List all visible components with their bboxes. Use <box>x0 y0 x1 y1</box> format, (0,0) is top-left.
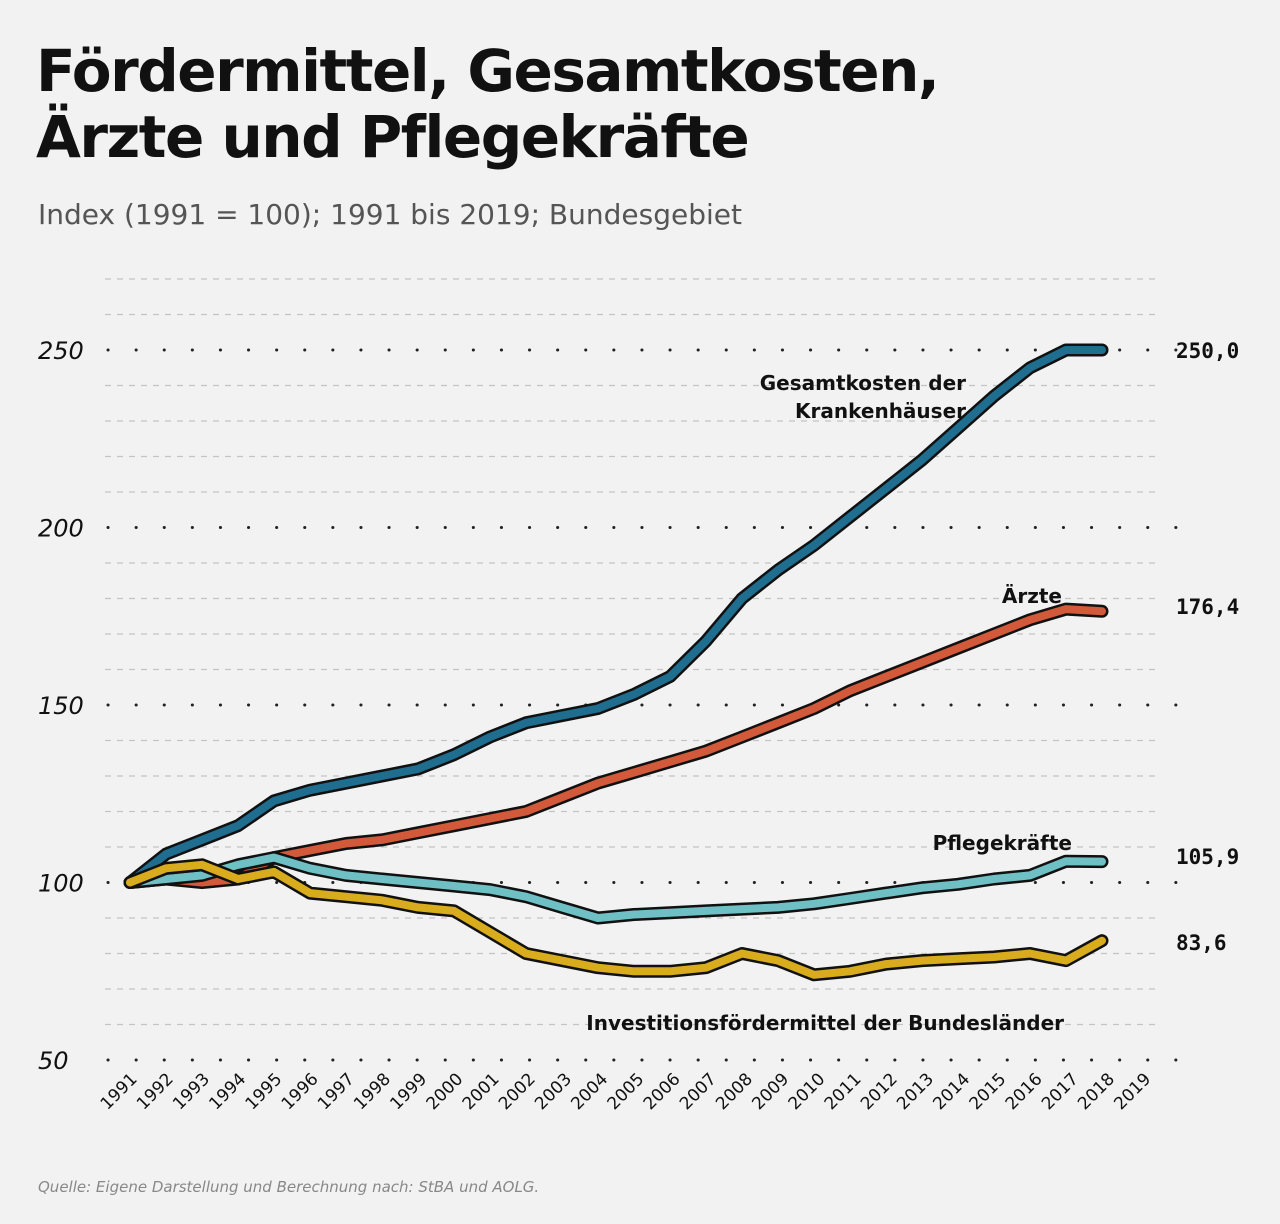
chart-title: Fördermittel, Gesamtkosten, Ärzte und Pf… <box>36 37 940 171</box>
x-tick-label: 2018 <box>1074 1069 1119 1114</box>
series-name-line: Gesamtkosten der <box>760 371 966 395</box>
x-tick-label: 2012 <box>857 1069 902 1114</box>
series-name-label: Pflegekräfte <box>933 831 1072 855</box>
series-line <box>126 346 1106 887</box>
x-tick-label: 2005 <box>604 1069 649 1114</box>
x-tick-label: 2000 <box>423 1069 468 1114</box>
x-tick-label: 2016 <box>1002 1069 1047 1114</box>
x-tick-label: 1991 <box>97 1069 142 1114</box>
y-tick-label: 200 <box>38 515 84 543</box>
y-tick-label: 50 <box>38 1047 69 1075</box>
x-tick-label: 2019 <box>1110 1069 1155 1114</box>
x-tick-label: 1993 <box>169 1069 214 1114</box>
grid-lines <box>105 278 1192 1062</box>
x-tick-label: 2014 <box>929 1069 974 1114</box>
y-tick-label: 100 <box>38 870 84 898</box>
chart-title-line-2: Ärzte und Pflegekräfte <box>36 103 750 171</box>
series-end-value-label: 250,0 <box>1176 339 1239 363</box>
x-tick-label: 1997 <box>314 1069 359 1114</box>
series-name-line: Krankenhäuser <box>795 399 966 423</box>
x-tick-label: 2009 <box>748 1069 793 1114</box>
x-tick-label: 2004 <box>567 1069 612 1114</box>
series-name-label: Ärzte <box>1002 584 1062 608</box>
x-tick-label: 1992 <box>133 1069 178 1114</box>
x-tick-label: 2002 <box>495 1069 540 1114</box>
x-tick-label: 2010 <box>785 1069 830 1114</box>
x-tick-label: 2015 <box>966 1069 1011 1114</box>
series-2 <box>123 851 1109 925</box>
chart-title-line-1: Fördermittel, Gesamtkosten, <box>36 37 940 105</box>
y-tick-label: 250 <box>38 337 84 365</box>
x-tick-label: 2006 <box>640 1069 685 1114</box>
series-3 <box>123 858 1109 982</box>
series-end-value-label: 105,9 <box>1176 845 1239 869</box>
x-tick-label: 2017 <box>1038 1069 1083 1114</box>
series-end-value-label: 176,4 <box>1176 595 1239 619</box>
source-note: Quelle: Eigene Darstellung und Berechnun… <box>38 1178 540 1196</box>
x-tick-label: 2011 <box>821 1069 866 1114</box>
x-tick-label: 2013 <box>893 1069 938 1114</box>
x-tick-label: 1998 <box>350 1069 395 1114</box>
chart-subtitle: Index (1991 = 100); 1991 bis 2019; Bunde… <box>38 198 742 231</box>
x-tick-label: 2003 <box>531 1069 576 1114</box>
series-line <box>126 860 1106 979</box>
x-tick-label: 1995 <box>242 1069 287 1114</box>
x-tick-label: 1996 <box>278 1069 323 1114</box>
x-tick-label: 1994 <box>205 1069 250 1114</box>
series-line <box>126 853 1106 922</box>
x-tick-label: 1999 <box>386 1069 431 1114</box>
series-name-label: Investitionsfördermittel der Bundeslände… <box>586 1011 1064 1035</box>
x-tick-label: 2008 <box>712 1069 757 1114</box>
series-end-value-label: 83,6 <box>1176 931 1227 955</box>
y-tick-label: 150 <box>38 692 84 720</box>
series-1 <box>123 602 1109 889</box>
x-tick-label: 2001 <box>459 1069 504 1114</box>
series-line <box>126 605 1106 887</box>
x-tick-label: 2007 <box>676 1069 721 1114</box>
series-0 <box>123 343 1109 889</box>
series-name-label: Gesamtkosten der Krankenhäuser <box>760 371 966 423</box>
